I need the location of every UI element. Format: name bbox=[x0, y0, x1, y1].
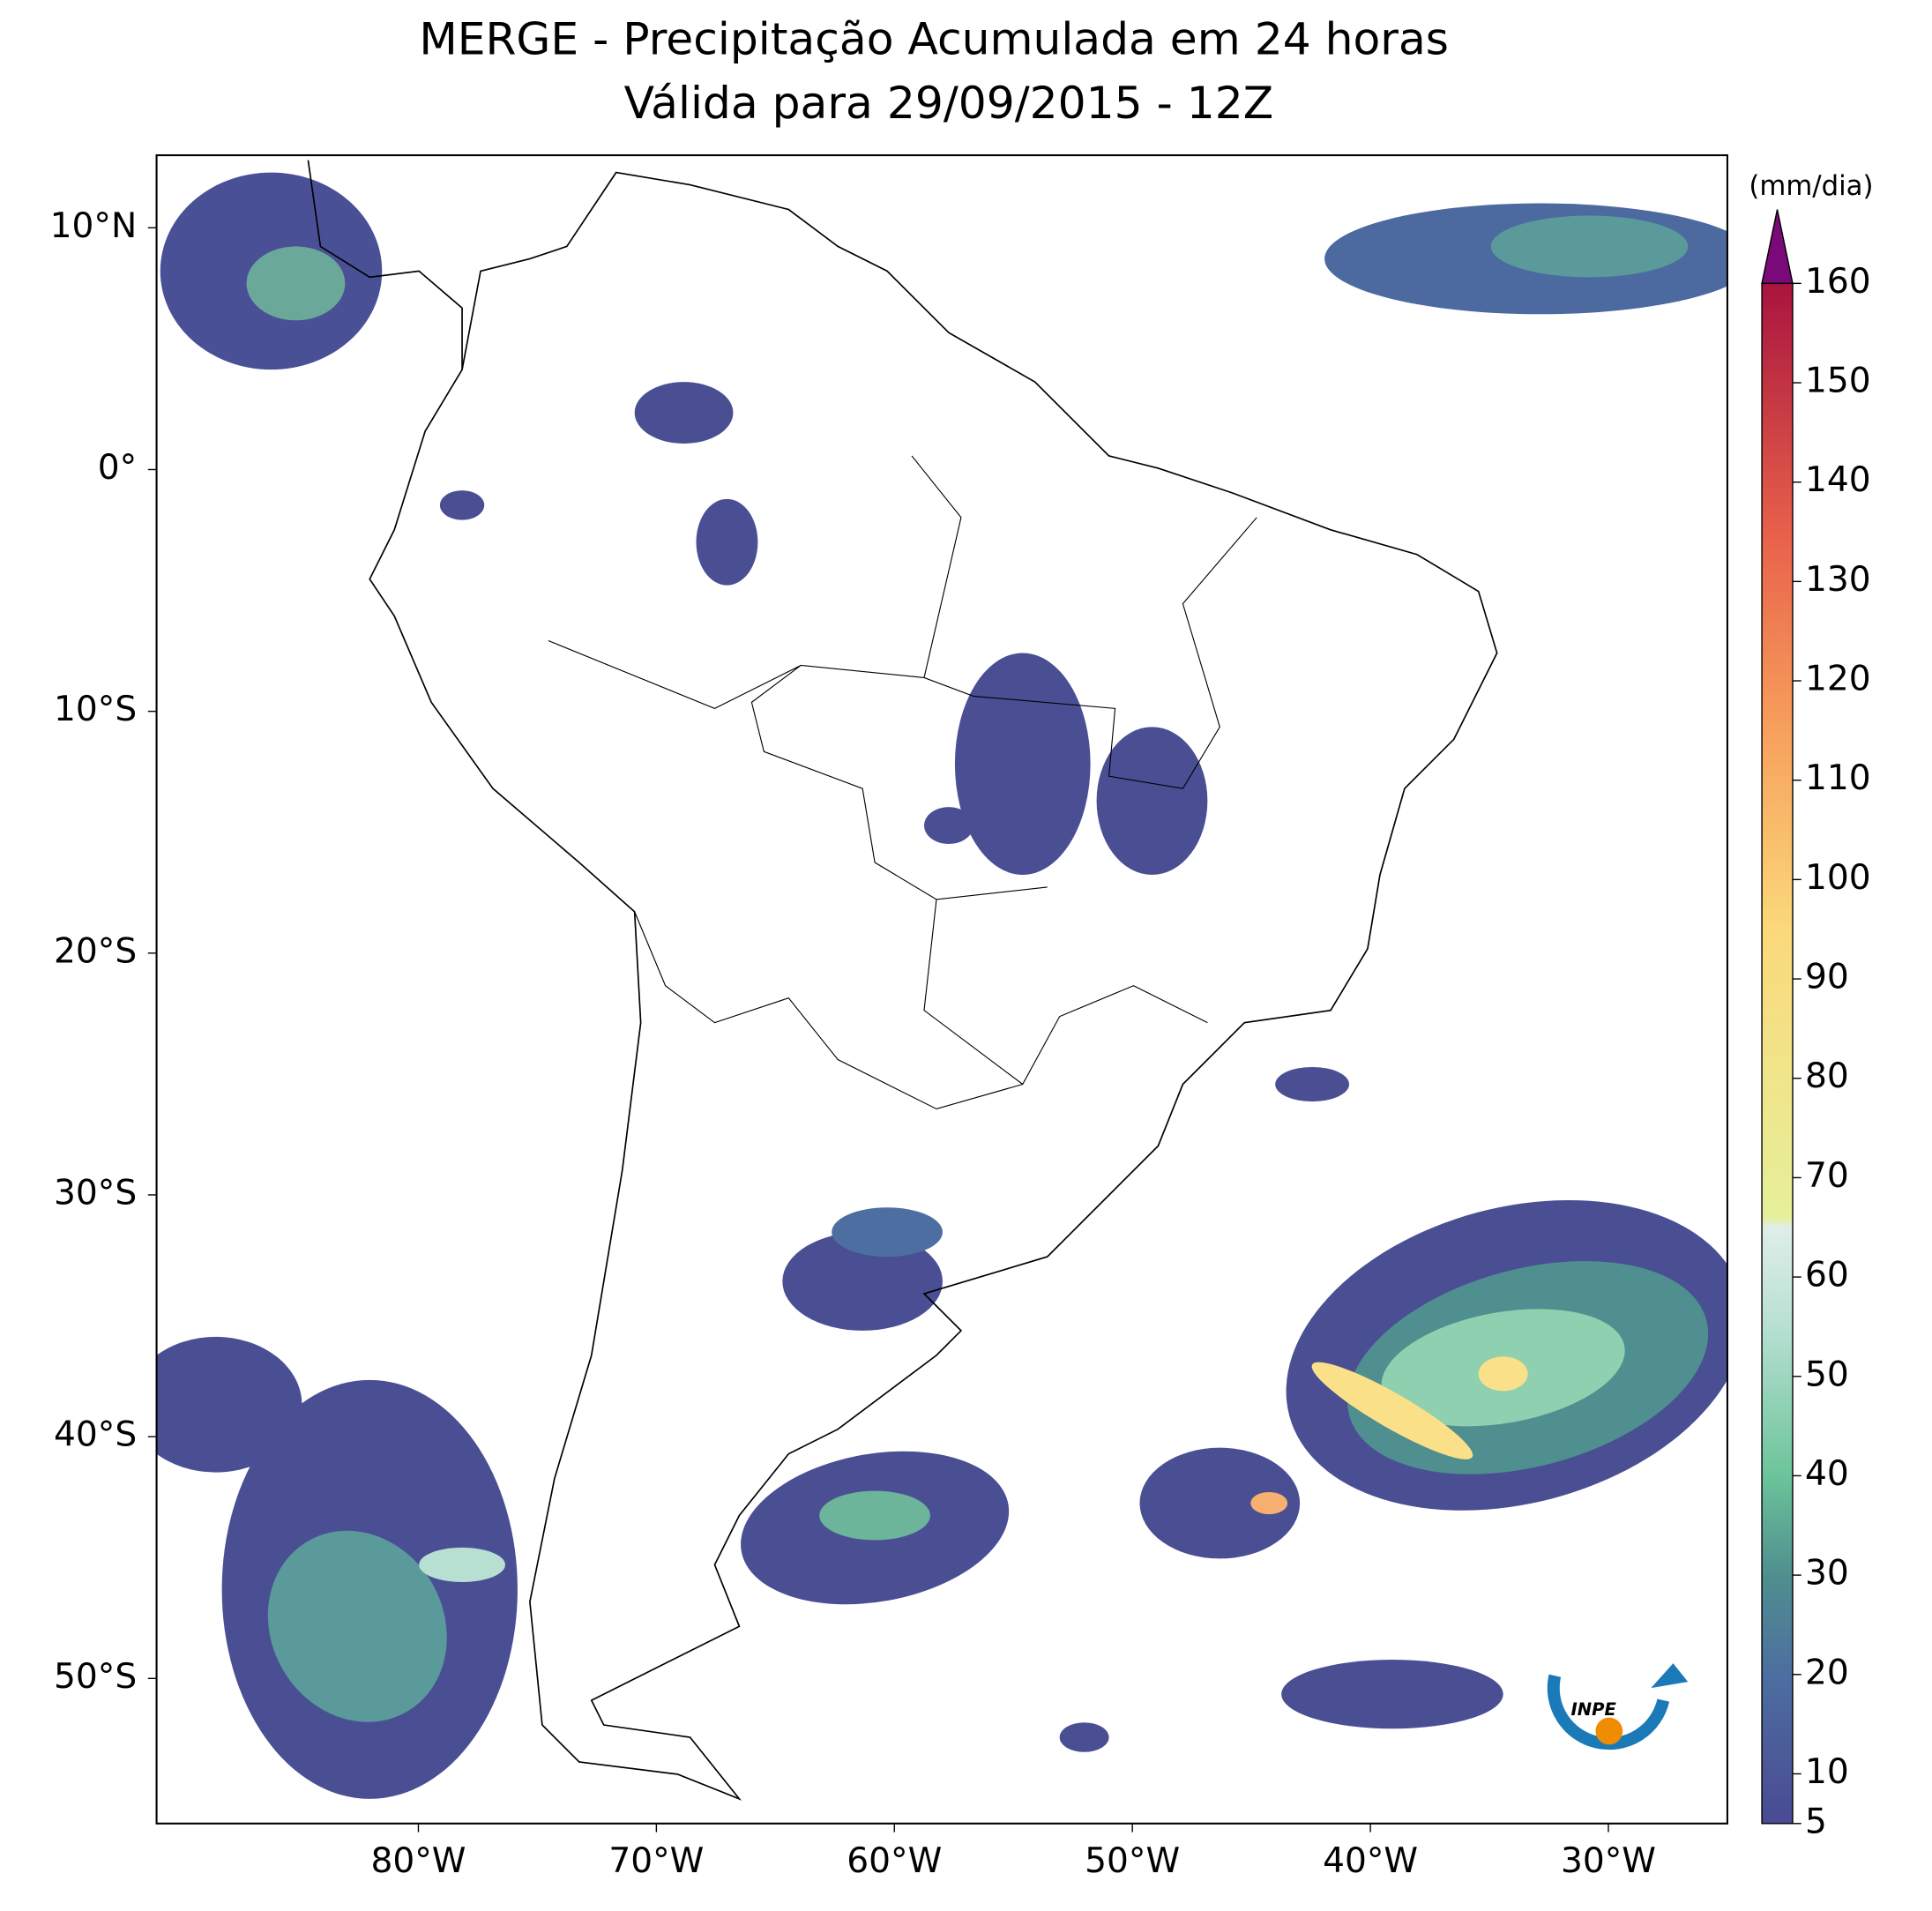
colorbar-tick-label: 10 bbox=[1805, 1752, 1849, 1792]
colorbar-tick-label: 30 bbox=[1805, 1554, 1849, 1594]
title: MERGE - Precipitação Acumulada em 24 hor… bbox=[419, 12, 1449, 64]
x-tick-label: 70°W bbox=[608, 1841, 704, 1881]
colorbar-tick-label: 70 bbox=[1805, 1156, 1849, 1196]
logo-dot bbox=[1595, 1717, 1623, 1745]
logo-text: INPE bbox=[1571, 1699, 1617, 1720]
x-tick-label: 50°W bbox=[1085, 1841, 1180, 1881]
x-tick-label: 40°W bbox=[1323, 1841, 1418, 1881]
colorbar-tick-label: 60 bbox=[1805, 1256, 1849, 1295]
colorbar-tick-label: 40 bbox=[1805, 1454, 1849, 1494]
colorbar-tick-label: 90 bbox=[1805, 958, 1849, 997]
colorbar-unit: (mm/dia) bbox=[1749, 170, 1873, 202]
rain-patch bbox=[954, 653, 1091, 875]
x-tick-label: 30°W bbox=[1561, 1841, 1656, 1881]
rain-patch bbox=[1139, 1447, 1301, 1559]
colorbar-tick-label: 5 bbox=[1805, 1802, 1827, 1841]
colorbar-tick-label: 80 bbox=[1805, 1056, 1849, 1096]
rain-patch bbox=[923, 807, 973, 845]
rain-patch bbox=[419, 1547, 505, 1582]
rain-patch bbox=[1250, 1491, 1288, 1515]
rain-patch bbox=[246, 246, 346, 321]
rain-patch bbox=[819, 1490, 930, 1541]
rain-patch bbox=[1059, 1722, 1109, 1752]
rain-patch bbox=[267, 1530, 447, 1722]
rain-patch bbox=[1096, 727, 1208, 875]
colorbar-tick-label: 50 bbox=[1805, 1355, 1849, 1394]
colorbar-tick-label: 130 bbox=[1805, 560, 1871, 600]
colorbar-tick-label: 120 bbox=[1805, 660, 1871, 699]
rain-patch bbox=[832, 1207, 943, 1258]
coastline bbox=[307, 160, 1498, 1801]
colorbar-tick-label: 110 bbox=[1805, 758, 1871, 798]
rain-patch bbox=[156, 1336, 302, 1473]
x-tick-label: 80°W bbox=[370, 1841, 466, 1881]
central-america-outline bbox=[307, 160, 463, 370]
y-tick-label: 40°S bbox=[54, 1415, 137, 1455]
x-tick-label: 60°W bbox=[847, 1841, 942, 1881]
y-tick-label: 30°S bbox=[54, 1173, 137, 1213]
y-tick-label: 10°S bbox=[54, 690, 137, 729]
rain-patch bbox=[1478, 1356, 1528, 1392]
colorbar-tick-label: 20 bbox=[1805, 1653, 1849, 1692]
rain-patch bbox=[782, 1232, 943, 1331]
map-frame bbox=[155, 153, 1728, 1825]
rain-patch bbox=[439, 490, 485, 520]
subtitle: Válida para 29/09/2015 - 12Z bbox=[624, 77, 1273, 129]
colorbar-tick-label: 150 bbox=[1805, 362, 1871, 401]
colorbar bbox=[1761, 282, 1794, 1825]
logo: INPE bbox=[1547, 1663, 1689, 1751]
rain-patch bbox=[634, 382, 734, 444]
rain-patch bbox=[1275, 1066, 1350, 1102]
colorbar-tick-label: 100 bbox=[1805, 858, 1871, 898]
y-tick-label: 10°N bbox=[50, 206, 138, 246]
borders bbox=[548, 455, 1257, 1110]
south-america-outline bbox=[369, 171, 1498, 1801]
y-tick-label: 50°S bbox=[54, 1657, 137, 1697]
rain-patch bbox=[696, 498, 758, 586]
precipitation-field bbox=[156, 172, 1727, 1799]
rain-patch bbox=[1490, 215, 1689, 278]
colorbar-tick-label: 140 bbox=[1805, 460, 1871, 500]
logo-arrow bbox=[1651, 1663, 1689, 1689]
rain-patch bbox=[1311, 1362, 1473, 1459]
y-tick-label: 20°S bbox=[54, 931, 137, 971]
rain-patch bbox=[1281, 1659, 1503, 1729]
colorbar-extend bbox=[1761, 209, 1794, 285]
logo-arc bbox=[1547, 1674, 1670, 1751]
colorbar-tick-label: 160 bbox=[1805, 262, 1871, 302]
y-tick-label: 0° bbox=[98, 448, 137, 488]
